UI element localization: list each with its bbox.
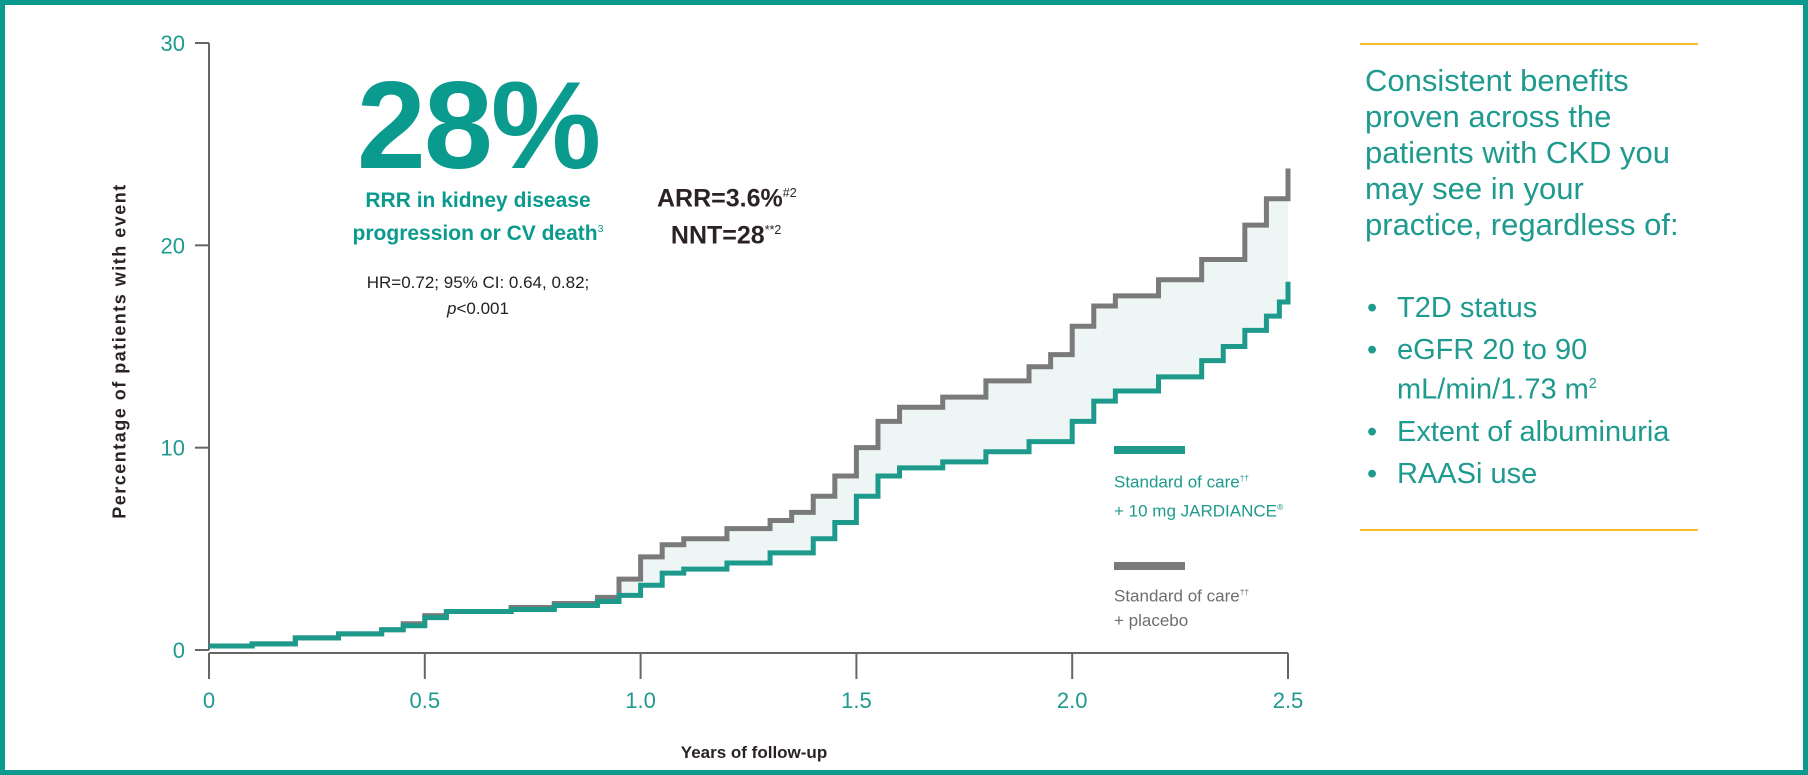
nnt-value: NNT=28 <box>670 221 765 250</box>
legend-text: + 10 mg JARDIANCE <box>1114 501 1277 521</box>
divider-bottom <box>1360 529 1698 531</box>
x-tick-label: 1.0 <box>625 688 656 713</box>
bullet-egfr: eGFR 20 to 90 mL/min/1.73 m2 <box>1365 333 1745 407</box>
footnote-ref: †† <box>1239 587 1250 597</box>
arr-nnt-block: ARR=3.6%#2 NNT=28**2 <box>657 177 857 252</box>
nnt-footnote: **2 <box>764 223 782 238</box>
legend-text: Standard of care <box>1114 472 1240 492</box>
divider-top <box>1360 43 1698 45</box>
x-tick-label: 2.0 <box>1057 688 1088 713</box>
headline-rrr-label: RRR in kidney disease progression or CV … <box>348 186 608 248</box>
arr-value: ARR=3.6% <box>657 184 783 213</box>
y-tick-label: 30 <box>161 31 185 56</box>
bullet-t2d: T2D status <box>1365 291 1745 325</box>
kaplan-meier-chart: 0 10 20 30 0 0.5 1.0 1.5 2.0 2.5 <box>161 31 1304 713</box>
arr-footnote: #2 <box>782 186 797 200</box>
bullet-albuminuria: Extent of albuminuria <box>1365 415 1745 449</box>
y-tick-label: 20 <box>161 233 185 258</box>
x-tick-label: 0 <box>203 688 215 713</box>
p-value: <0.001 <box>456 299 509 318</box>
headline-rrr-value: 28% <box>356 57 601 195</box>
rrr-label-line2: progression or CV death <box>352 222 598 245</box>
x-axis-label: Years of follow-up <box>680 743 828 762</box>
y-tick-label: 10 <box>161 436 185 461</box>
hr-ci-text: HR=0.72; 95% CI: 0.64, 0.82; <box>366 273 590 292</box>
sidebar-bullets: T2D status eGFR 20 to 90 mL/min/1.73 m2 … <box>1365 291 1745 499</box>
y-tick-label: 0 <box>173 638 185 663</box>
legend-text: + placebo <box>1114 610 1189 630</box>
bullet-text: eGFR 20 to 90 mL/min/1.73 m <box>1397 334 1589 406</box>
legend-swatch-placebo <box>1114 562 1185 570</box>
x-tick-label: 1.5 <box>841 688 872 713</box>
legend-swatch-jardiance <box>1114 446 1185 454</box>
sidebar-title: Consistent benefits proven across the pa… <box>1365 63 1679 242</box>
footnote-ref: †† <box>1239 473 1250 483</box>
hazard-ratio-stats: HR=0.72; 95% CI: 0.64, 0.82; p<0.001 <box>348 270 608 322</box>
bullet-raasi: RAASi use <box>1365 457 1745 491</box>
difference-band <box>209 168 1288 646</box>
legend-label-placebo: Standard of care†† + placebo <box>1114 580 1249 633</box>
p-symbol: p <box>447 299 457 318</box>
superscript: 2 <box>1588 376 1597 392</box>
registered-mark: ® <box>1276 501 1284 512</box>
legend-label-jardiance: Standard of care†† + 10 mg JARDIANCE® <box>1114 466 1283 523</box>
x-tick-label: 0.5 <box>410 688 441 713</box>
footnote-ref: 3 <box>597 223 604 235</box>
rrr-label-line1: RRR in kidney disease <box>365 189 591 212</box>
y-axis-label: Percentage of patients with event <box>109 183 130 519</box>
jardiance-curve <box>209 281 1291 649</box>
legend-text: Standard of care <box>1114 586 1240 606</box>
x-tick-label: 2.5 <box>1273 688 1304 713</box>
